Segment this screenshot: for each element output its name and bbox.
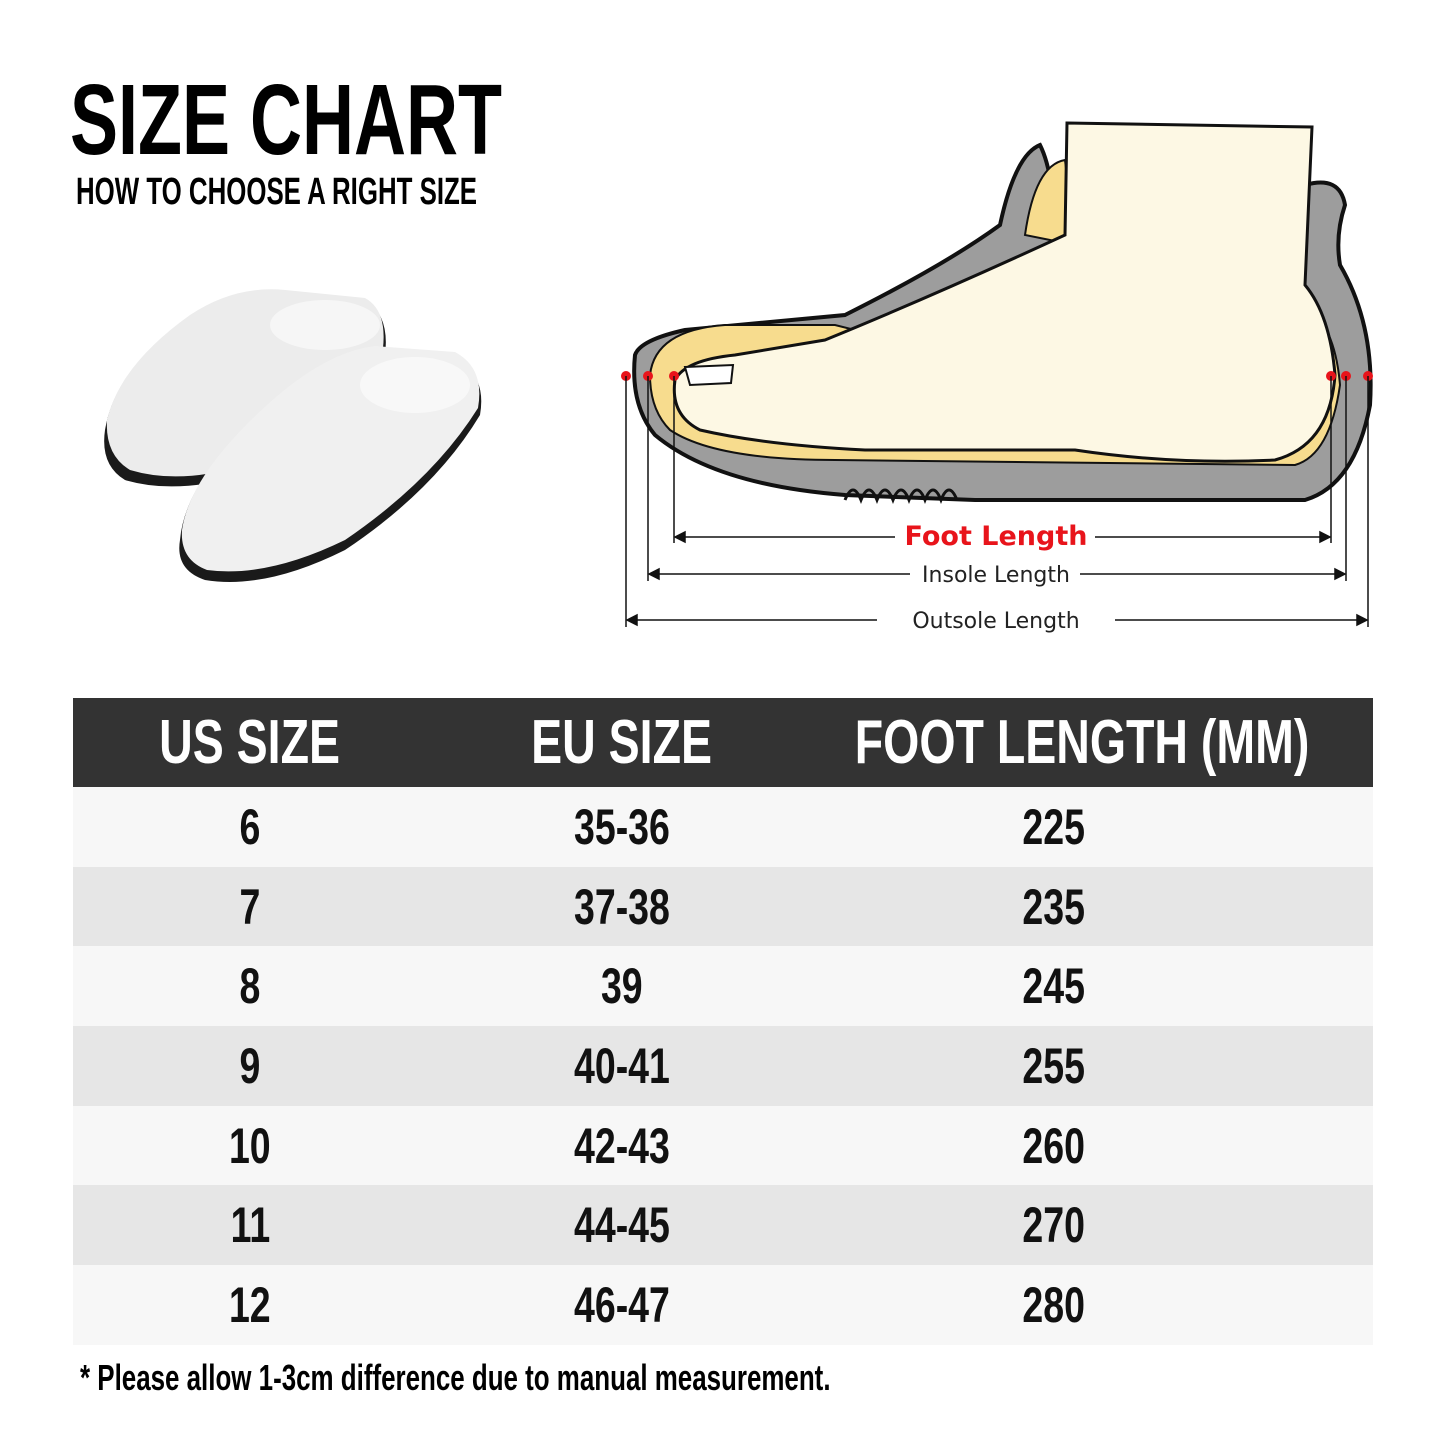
eu-size-cell: 42-43 — [574, 1117, 670, 1174]
us-size-cell: 9 — [239, 1037, 261, 1094]
table-row: 6 35-36 225 — [73, 787, 1373, 867]
foot-measurement-diagram: Foot Length Insole Length Outsole Length — [621, 121, 1373, 634]
us-size-cell: 6 — [239, 798, 261, 855]
eu-size-cell: 40-41 — [574, 1037, 670, 1094]
table-row: 9 40-41 255 — [73, 1026, 1373, 1106]
foot-length-cell: 280 — [1022, 1276, 1086, 1333]
table-row: 7 37-38 235 — [73, 866, 1373, 947]
outsole-length-label: Outsole Length — [912, 609, 1079, 634]
foot-length-cell: 255 — [1022, 1037, 1086, 1094]
eu-size-cell: 35-36 — [574, 798, 670, 855]
table-row: 12 46-47 280 — [73, 1265, 1373, 1345]
size-table: US SIZE EU SIZE FOOT LENGTH (MM) 6 35-36 2… — [73, 698, 1373, 1345]
eu-size-cell: 39 — [601, 958, 643, 1015]
us-size-cell: 12 — [229, 1276, 271, 1333]
foot-length-cell: 225 — [1022, 798, 1086, 855]
foot-shape — [672, 121, 1337, 463]
foot-length-label: Foot Length — [905, 521, 1088, 552]
eu-size-cell: 44-45 — [574, 1197, 670, 1254]
header-us-size: US SIZE — [159, 708, 341, 777]
foot-length-cell: 245 — [1022, 958, 1086, 1015]
tread — [843, 488, 959, 505]
table-row: 11 44-45 270 — [73, 1185, 1373, 1266]
slippers-image — [104, 289, 482, 582]
header-foot-length: FOOT LENGTH (MM) — [854, 708, 1310, 777]
eu-size-cell: 37-38 — [574, 878, 670, 935]
us-size-cell: 10 — [229, 1117, 271, 1174]
page-title: SIZE CHART — [70, 64, 503, 176]
table-header: US SIZE EU SIZE FOOT LENGTH (MM) — [73, 698, 1373, 787]
us-size-cell: 7 — [239, 878, 261, 935]
foot-length-cell: 235 — [1022, 878, 1086, 935]
eu-size-cell: 46-47 — [574, 1276, 670, 1333]
us-size-cell: 8 — [239, 958, 261, 1015]
page-subtitle: HOW TO CHOOSE A RIGHT SIZE — [76, 171, 478, 213]
insole-length-label: Insole Length — [922, 563, 1070, 588]
table-row: 8 39 245 — [73, 946, 1373, 1027]
foot-length-cell: 260 — [1022, 1117, 1086, 1174]
header-eu-size: EU SIZE — [531, 708, 713, 777]
table-row: 10 42-43 260 — [73, 1105, 1373, 1186]
us-size-cell: 11 — [230, 1197, 270, 1254]
foot-length-cell: 270 — [1022, 1197, 1086, 1254]
measurement-note: * Please allow 1-3cm difference due to m… — [80, 1357, 831, 1398]
